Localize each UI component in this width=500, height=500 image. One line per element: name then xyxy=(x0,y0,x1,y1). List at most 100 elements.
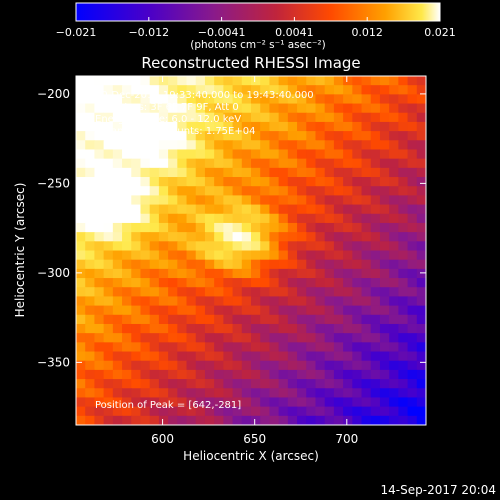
heatmap-cell xyxy=(315,342,326,353)
heatmap-cell xyxy=(251,149,261,160)
heatmap-cell xyxy=(103,406,114,417)
heatmap-cell xyxy=(94,131,105,141)
heatmap-cell xyxy=(103,323,114,334)
heatmap-cell xyxy=(324,351,335,362)
heatmap-cell xyxy=(168,250,178,261)
heatmap-cell xyxy=(195,259,206,270)
heatmap-cell xyxy=(416,140,426,151)
heatmap-cell xyxy=(389,406,399,417)
heatmap-cell xyxy=(149,379,160,389)
heatmap-cell xyxy=(407,314,418,325)
heatmap-cell xyxy=(260,112,271,123)
heatmap-cell xyxy=(214,213,224,224)
y-axis-label: Heliocentric Y (arcsec) xyxy=(13,183,27,318)
heatmap-cell xyxy=(370,333,381,343)
heatmap-cell xyxy=(260,85,271,95)
heatmap-cell xyxy=(94,112,105,123)
heatmap-cell xyxy=(287,287,298,298)
heatmap-cell xyxy=(149,232,160,242)
heatmap-cell xyxy=(352,140,363,151)
heatmap-cell xyxy=(168,268,178,279)
heatmap-cell xyxy=(140,351,151,362)
heatmap-cell xyxy=(103,287,114,298)
heatmap-cell xyxy=(287,213,298,224)
heatmap-cell xyxy=(122,250,132,261)
heatmap-cell xyxy=(103,213,114,224)
heatmap-cell xyxy=(398,278,409,288)
heatmap-cell xyxy=(94,94,105,105)
heatmap-cell xyxy=(241,167,252,178)
heatmap-cell xyxy=(287,388,298,399)
heatmap-cell xyxy=(204,204,215,215)
heatmap-cell xyxy=(398,323,409,334)
heatmap-cell xyxy=(168,112,178,123)
heatmap-cell xyxy=(352,103,363,114)
heatmap-cell xyxy=(306,186,317,196)
heatmap-cell xyxy=(168,222,178,233)
heatmap-cell xyxy=(177,397,188,408)
heatmap-cell xyxy=(315,351,326,362)
heatmap-cell xyxy=(103,278,114,288)
heatmap-cell xyxy=(269,250,280,261)
heatmap-cell xyxy=(232,397,243,408)
heatmap-cell xyxy=(223,186,234,196)
heatmap-cell xyxy=(398,213,409,224)
heatmap-cell xyxy=(407,268,418,279)
heatmap-cell xyxy=(297,213,307,224)
heatmap-cell xyxy=(333,333,344,343)
heatmap-cell xyxy=(306,278,317,288)
heatmap-cell xyxy=(297,149,307,160)
heatmap-cell xyxy=(407,351,418,362)
heatmap-cell xyxy=(140,415,151,425)
heatmap-cell xyxy=(315,360,326,371)
heatmap-cell xyxy=(324,112,335,123)
heatmap-cell xyxy=(158,177,169,187)
heatmap-cell xyxy=(241,314,252,325)
heatmap-cell xyxy=(352,305,363,316)
heatmap-cell xyxy=(361,76,372,86)
heatmap-cell xyxy=(168,149,178,160)
heatmap-cell xyxy=(140,241,151,252)
heatmap-cell xyxy=(324,103,335,114)
heatmap-cell xyxy=(103,305,114,316)
heatmap-cell xyxy=(251,351,261,362)
heatmap-cell xyxy=(76,323,86,334)
heatmap-cell xyxy=(315,204,326,215)
heatmap-cell xyxy=(186,314,197,325)
heatmap-cell xyxy=(140,121,151,132)
heatmap-cell xyxy=(260,287,271,298)
heatmap-cell xyxy=(251,333,261,343)
heatmap-cell xyxy=(251,103,261,114)
heatmap-cell xyxy=(186,305,197,316)
heatmap-cell xyxy=(278,296,289,307)
heatmap-cell xyxy=(112,167,123,178)
heatmap-cell xyxy=(398,369,409,380)
heatmap-cell xyxy=(297,158,307,169)
heatmap-cell xyxy=(251,415,261,425)
heatmap-cell xyxy=(131,149,142,160)
heatmap-cell xyxy=(149,342,160,353)
heatmap-cell xyxy=(416,323,426,334)
heatmap-cell xyxy=(287,296,298,307)
heatmap-cell xyxy=(379,94,390,105)
heatmap-cell xyxy=(416,278,426,288)
heatmap-cell xyxy=(398,351,409,362)
heatmap-cell xyxy=(389,213,399,224)
heatmap-cell xyxy=(306,158,317,169)
heatmap-cell xyxy=(389,305,399,316)
heatmap-cell xyxy=(122,94,132,105)
heatmap-cell xyxy=(195,131,206,141)
heatmap-cell xyxy=(195,222,206,233)
heatmap-cell xyxy=(204,112,215,123)
peak-position-label: Position of Peak = [642,-281] xyxy=(95,400,241,411)
heatmap-cell xyxy=(158,241,169,252)
heatmap-cell xyxy=(122,314,132,325)
heatmap-cell xyxy=(232,213,243,224)
heatmap-cell xyxy=(333,186,344,196)
heatmap-cell xyxy=(112,204,123,215)
heatmap-cell xyxy=(186,232,197,242)
heatmap-cell xyxy=(297,379,307,389)
heatmap-cell xyxy=(269,278,280,288)
heatmap-cell xyxy=(122,369,132,380)
heatmap-cell xyxy=(112,121,123,132)
